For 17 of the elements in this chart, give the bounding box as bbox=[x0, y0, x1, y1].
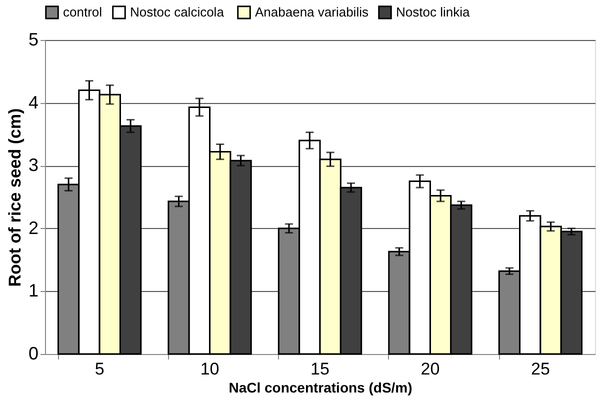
y-tick-label: 4 bbox=[28, 92, 38, 112]
y-tick-label: 1 bbox=[28, 280, 38, 301]
x-tick-label: 10 bbox=[200, 360, 220, 378]
x-tick-label: 5 bbox=[94, 360, 104, 378]
y-tick-label: 0 bbox=[28, 344, 38, 364]
y-tick-label: 2 bbox=[28, 218, 38, 238]
x-tick-label: 20 bbox=[420, 360, 440, 378]
y-axis-title: Root of rice seed (cm) bbox=[5, 108, 24, 287]
x-tick-label: 15 bbox=[310, 360, 330, 378]
legend-label: Anabaena variabilis bbox=[255, 4, 369, 20]
legend-label: control bbox=[63, 4, 102, 20]
y-tick-label: 5 bbox=[28, 30, 38, 50]
x-axis-title: NaCl concentrations (dS/m) bbox=[228, 380, 412, 396]
y-tick-label: 3 bbox=[28, 155, 38, 176]
x-tick-label: 25 bbox=[530, 360, 550, 378]
legend-label: Nostoc calcicola bbox=[130, 4, 225, 20]
legend-label: Nostoc linkia bbox=[396, 4, 470, 20]
